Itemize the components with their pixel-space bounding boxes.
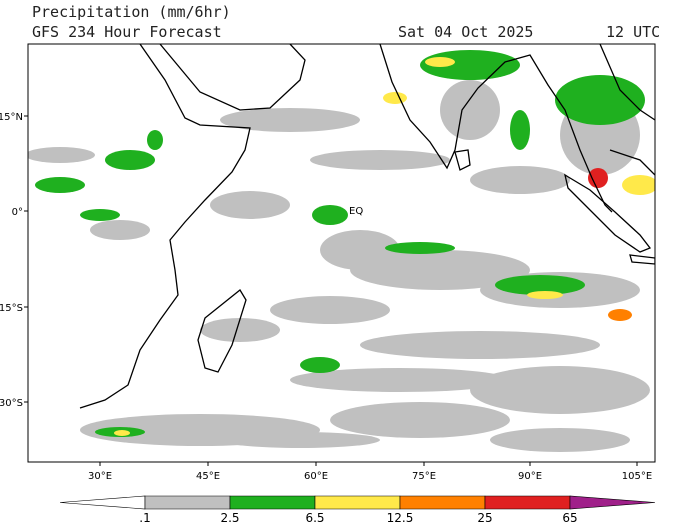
colorbar-label: 12.5 [387, 511, 414, 525]
lon-label: 75°E [412, 471, 436, 482]
colorbar-label: 25 [477, 511, 492, 525]
colorbar-segment [229, 495, 316, 510]
lon-label: 105°E [622, 471, 652, 482]
lon-label: 60°E [304, 471, 328, 482]
light-precip [210, 191, 290, 219]
lon-label: 30°E [88, 471, 112, 482]
colorbar-segment [314, 495, 401, 510]
light-precip [440, 80, 500, 140]
lat-label: 15°N [0, 112, 23, 123]
heavy-precip [147, 130, 163, 150]
heavy-precip [495, 275, 585, 295]
date: Sat 04 Oct 2025 [398, 23, 533, 41]
lon-label: 90°E [518, 471, 542, 482]
light-precip [470, 366, 650, 414]
light-precip [490, 428, 630, 452]
colorbar-label: .1 [139, 511, 150, 525]
heavy-precip [383, 92, 407, 104]
light-precip [90, 220, 150, 240]
lat-label: 30°S [0, 398, 23, 409]
lon-label: 45°E [196, 471, 220, 482]
lat-label: 15°S [0, 303, 23, 314]
light-precip [470, 166, 570, 194]
heavy-precip [35, 177, 85, 193]
map-frame [27, 43, 656, 463]
heavy-precip [80, 209, 120, 221]
coastlines [79, 44, 655, 409]
map-area: EQ [28, 44, 655, 462]
title: Precipitation (mm/6hr) [32, 3, 231, 21]
light-precip [220, 108, 360, 132]
heavy-precip [527, 291, 563, 299]
light-precip [270, 296, 390, 324]
colorbar-segment [399, 495, 486, 510]
colorbar-segment [569, 495, 656, 510]
heavy-precip [588, 168, 608, 188]
colorbar-label: 65 [562, 511, 577, 525]
heavy-precip [425, 57, 455, 67]
light-precip [360, 331, 600, 359]
heavy-precip [608, 309, 632, 321]
light-precip [200, 318, 280, 342]
heavy-precip [385, 242, 455, 254]
light-precip [220, 432, 380, 448]
heavy-precip [114, 430, 130, 436]
light-precip [320, 230, 400, 270]
light-precip [330, 402, 510, 438]
lat-label: 0° [12, 207, 23, 218]
light-precip [28, 147, 95, 163]
colorbar-label: 6.5 [305, 511, 324, 525]
colorbar-label: 2.5 [220, 511, 239, 525]
heavy-precip [300, 357, 340, 373]
subtitle: GFS 234 Hour Forecast [32, 23, 222, 41]
heavy-precip [555, 75, 645, 125]
equator-label: EQ [349, 206, 363, 217]
heavy-precip [312, 205, 348, 225]
heavy-precip [622, 175, 655, 195]
colorbar-segment [59, 495, 146, 510]
light-precip [310, 150, 450, 170]
heavy-precip [105, 150, 155, 170]
heavy-precip [510, 110, 530, 150]
colorbar-segment [144, 495, 231, 510]
light-precip [290, 368, 510, 392]
colorbar-segment [484, 495, 571, 510]
light-precip [350, 250, 530, 290]
time: 12 UTC [606, 23, 660, 41]
